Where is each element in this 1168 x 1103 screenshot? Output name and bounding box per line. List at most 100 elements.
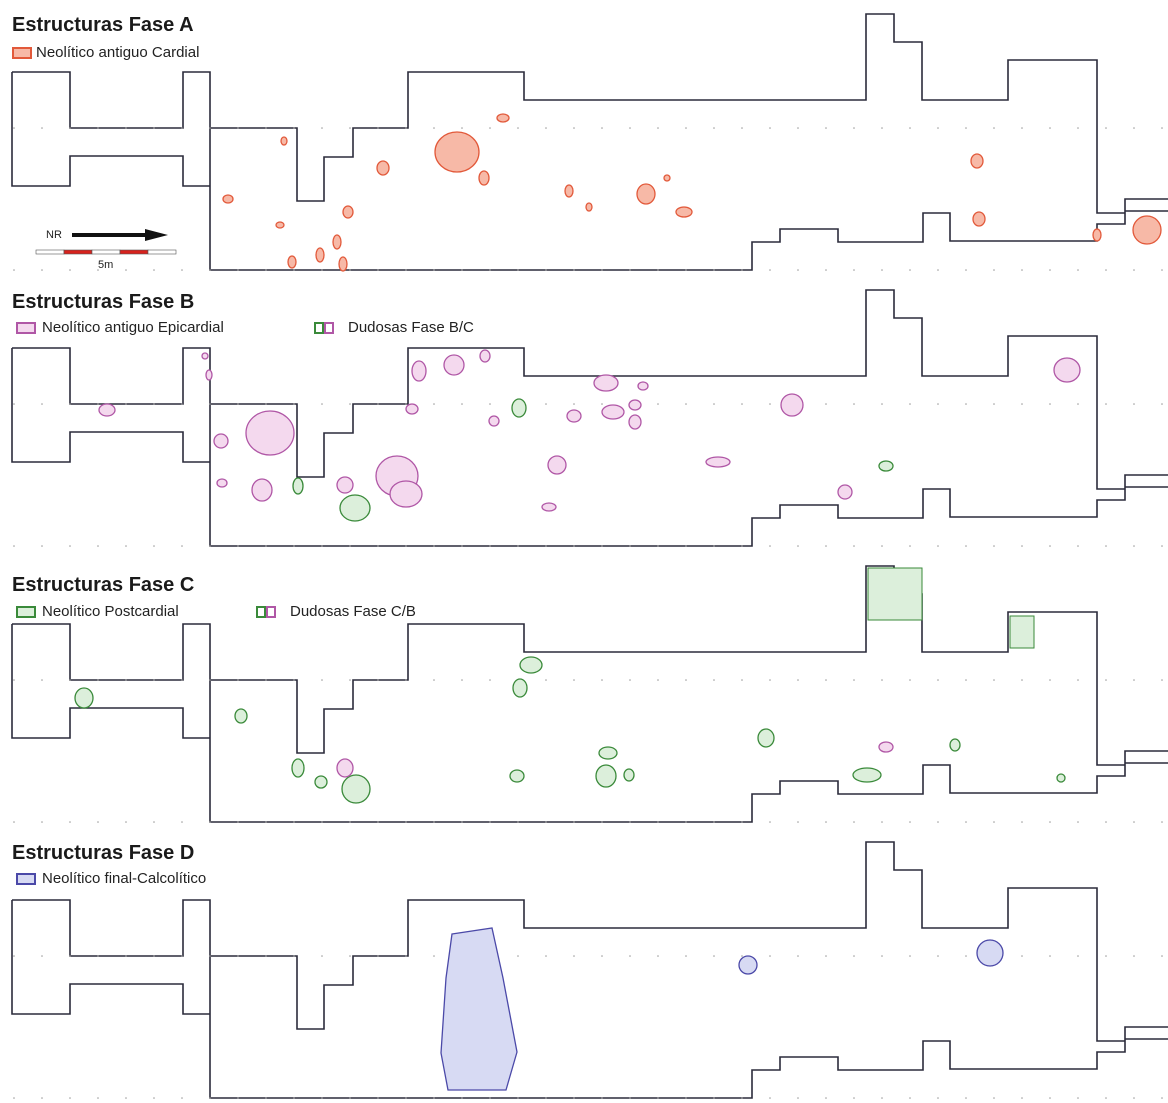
- grid-dot: [41, 403, 43, 405]
- grid-dot: [13, 1097, 15, 1099]
- grid-dot: [237, 679, 239, 681]
- grid-dot: [1021, 545, 1023, 547]
- cardial-feature: [478, 170, 490, 186]
- grid-dot: [965, 679, 967, 681]
- grid-dot: [741, 127, 743, 129]
- cardial-feature: [287, 255, 297, 269]
- grid-dot: [1049, 127, 1051, 129]
- pink-half-swatch: [324, 321, 334, 334]
- grid-dot: [293, 679, 295, 681]
- grid-dot: [433, 269, 435, 271]
- grid-dot: [909, 955, 911, 957]
- epicardial-feature: [837, 484, 853, 500]
- grid-dot: [517, 955, 519, 957]
- grid-dot: [797, 127, 799, 129]
- final-large-structure: [440, 927, 518, 1091]
- grid-dot: [1021, 127, 1023, 129]
- grid-dot: [853, 679, 855, 681]
- grid-dot: [1133, 403, 1135, 405]
- grid-dot: [965, 127, 967, 129]
- grid-dot: [1105, 1097, 1107, 1099]
- postcardial-feature: [341, 774, 371, 804]
- grid-dot: [629, 127, 631, 129]
- phase-a-panel: NR 5m Estructuras Fase A Neolítico antigu…: [0, 0, 1168, 275]
- grid-dot: [769, 955, 771, 957]
- grid-dot: [937, 821, 939, 823]
- epicardial-feature: [405, 403, 419, 415]
- grid-dot: [1021, 1097, 1023, 1099]
- postcardial-feature: [511, 398, 527, 418]
- grid-dot: [1105, 403, 1107, 405]
- grid-dot: [209, 127, 211, 129]
- cardial-feature: [222, 194, 234, 204]
- grid-dot: [1049, 403, 1051, 405]
- grid-dot: [769, 269, 771, 271]
- grid-dot: [713, 545, 715, 547]
- legend-label-epicardial: Neolítico antiguo Epicardial: [42, 319, 224, 336]
- grid-dot: [433, 545, 435, 547]
- cardial-feature: [342, 205, 354, 219]
- grid-dot: [685, 127, 687, 129]
- grid-dot: [209, 545, 211, 547]
- grid-dot: [461, 127, 463, 129]
- grid-dot: [97, 403, 99, 405]
- grid-dot: [209, 1097, 211, 1099]
- grid-dot: [41, 545, 43, 547]
- grid-dot: [405, 545, 407, 547]
- grid-dot: [769, 403, 771, 405]
- grid-dot: [937, 545, 939, 547]
- grid-dot: [489, 1097, 491, 1099]
- grid-dot: [657, 545, 659, 547]
- grid-dot: [293, 545, 295, 547]
- grid-dot: [965, 955, 967, 957]
- epicardial-feature: [216, 478, 228, 488]
- grid-dot: [433, 679, 435, 681]
- cardial-feature: [970, 153, 984, 169]
- grid-dot: [573, 403, 575, 405]
- cardial-feature: [1092, 228, 1102, 242]
- grid-dot: [1021, 403, 1023, 405]
- epicardial-feature: [541, 502, 557, 512]
- grid-dot: [713, 679, 715, 681]
- postcardial-feature: [512, 678, 528, 698]
- grid-dot: [853, 1097, 855, 1099]
- grid-dot: [1021, 679, 1023, 681]
- grid-dot: [1049, 1097, 1051, 1099]
- grid-dot: [265, 955, 267, 957]
- grid-dot: [461, 269, 463, 271]
- grid-dot: [853, 955, 855, 957]
- grid-dot: [909, 127, 911, 129]
- final-swatch: [16, 872, 36, 885]
- legend-item-epicardial: Neolítico antiguo Epicardial: [16, 319, 224, 336]
- grid-dot: [349, 955, 351, 957]
- grid-dot: [769, 1097, 771, 1099]
- grid-dot: [237, 821, 239, 823]
- grid-dot: [153, 1097, 155, 1099]
- grid-dot: [825, 545, 827, 547]
- grid-dot: [181, 955, 183, 957]
- grid-dot: [629, 821, 631, 823]
- grid-dot: [293, 1097, 295, 1099]
- grid-dot: [405, 821, 407, 823]
- postcardial-feature: [949, 738, 961, 752]
- grid-dot: [881, 955, 883, 957]
- grid-dot: [1077, 403, 1079, 405]
- grid-dot: [349, 403, 351, 405]
- grid-dot: [545, 545, 547, 547]
- grid-dot: [1105, 821, 1107, 823]
- epicardial-feature: [593, 374, 619, 392]
- pink-half-swatch: [266, 605, 276, 618]
- grid-dot: [713, 403, 715, 405]
- dual-swatch-bc: [314, 321, 334, 334]
- grid-dot: [97, 679, 99, 681]
- grid-dot: [629, 545, 631, 547]
- legend-item-dudosas-bc: Dudosas Fase B/C: [314, 319, 474, 336]
- grid-dot: [657, 269, 659, 271]
- postcardial-feature: [292, 477, 304, 495]
- grid-dot: [97, 955, 99, 957]
- grid-dot: [713, 955, 715, 957]
- grid-dot: [69, 955, 71, 957]
- grid-dot: [685, 403, 687, 405]
- grid-dot: [909, 821, 911, 823]
- grid-dot: [545, 403, 547, 405]
